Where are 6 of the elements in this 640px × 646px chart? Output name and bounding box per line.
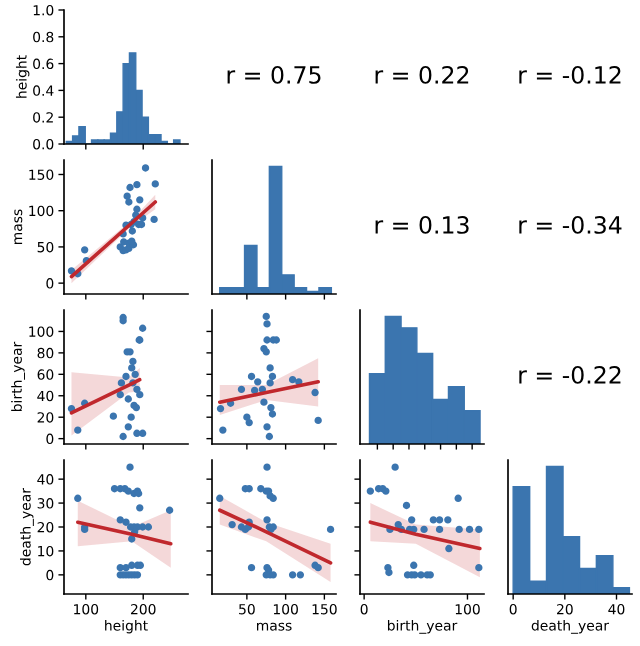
text: r = 0.75: [227, 65, 321, 84]
text: r = -0.22: [519, 365, 621, 384]
text: r = 0.22: [375, 65, 469, 84]
text: r = -0.12: [519, 65, 621, 84]
text: r = -0.34: [519, 215, 622, 234]
text: r = 0.13: [375, 215, 469, 234]
